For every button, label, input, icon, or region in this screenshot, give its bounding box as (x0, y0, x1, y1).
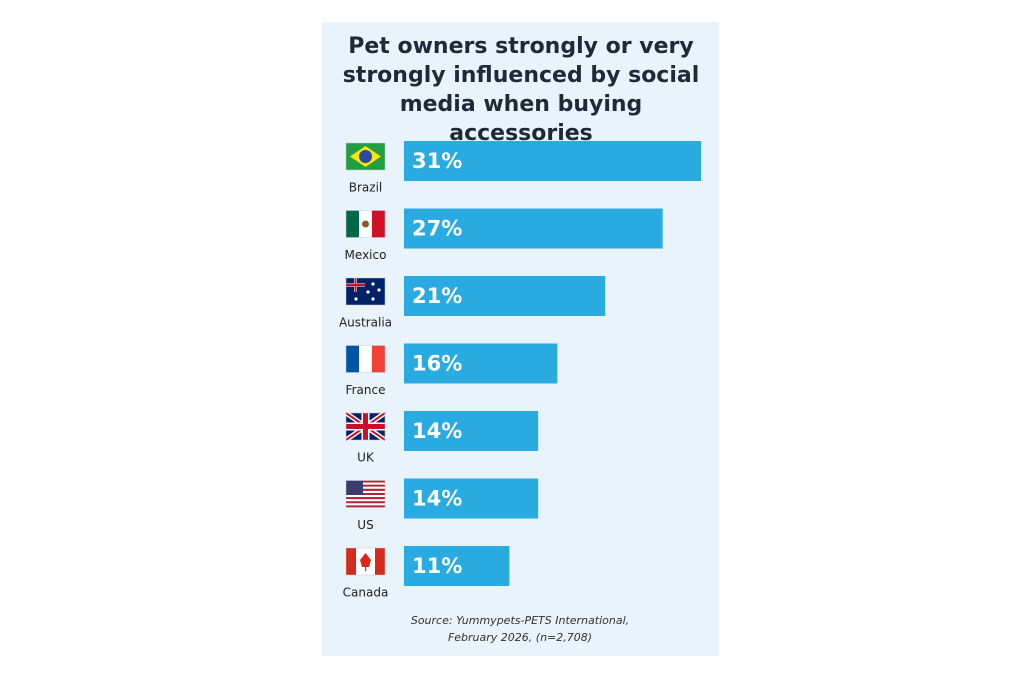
flag (346, 548, 385, 575)
flag (346, 278, 385, 305)
flag-part (346, 501, 385, 504)
flag (346, 210, 385, 238)
flag-part (346, 482, 385, 485)
flag-part (346, 486, 385, 489)
flag (346, 480, 385, 508)
bar (404, 208, 663, 249)
flag-part (372, 345, 385, 373)
flag-part (354, 278, 357, 292)
flag-part (346, 490, 385, 493)
flag-part (359, 345, 372, 373)
flag-part (354, 297, 358, 301)
value-label: 31% (412, 149, 462, 173)
flag-border (345, 547, 386, 576)
flag-part (346, 548, 356, 575)
category-label: Canada (343, 586, 389, 600)
value-label: 27% (412, 217, 462, 241)
flag-border (345, 412, 386, 441)
flag-part (346, 499, 385, 502)
value-label: 14% (412, 487, 462, 511)
flag-part (346, 345, 359, 373)
flag-part (346, 492, 385, 496)
category-label: Brazil (349, 181, 383, 195)
category-label: Mexico (345, 248, 387, 262)
flag-part (346, 495, 385, 498)
flag-part (346, 210, 359, 238)
flag (344, 410, 387, 443)
flag-part (346, 497, 385, 500)
flag-border (345, 277, 386, 306)
flag-part (375, 548, 385, 575)
category-label: France (346, 383, 386, 397)
flag-part (346, 480, 385, 483)
bar (404, 343, 558, 384)
flag-part (346, 488, 385, 491)
flag (346, 143, 385, 170)
flag-part (371, 297, 375, 301)
bar (404, 276, 606, 316)
flag-border (345, 210, 386, 238)
flag-part (372, 210, 385, 238)
flag-part (371, 282, 375, 286)
flag-part (346, 503, 385, 506)
flag-part (346, 505, 385, 508)
bar (404, 478, 539, 519)
flag-part (359, 150, 372, 163)
value-label: 21% (412, 284, 462, 308)
flag-border (345, 142, 386, 171)
flag-border (345, 480, 386, 508)
category-label: US (357, 518, 373, 532)
source-note: Source: Yummypets-PETS International, Fe… (410, 614, 630, 644)
bar (404, 411, 539, 451)
flag (346, 345, 385, 373)
category-label: Australia (339, 316, 392, 330)
flag-part (363, 413, 368, 440)
flag-part (346, 480, 363, 495)
value-label: 16% (412, 352, 462, 376)
flag-part (360, 553, 371, 567)
flag-part (366, 290, 370, 294)
flag-part (362, 220, 369, 228)
flag-part (346, 484, 385, 487)
value-label: 14% (412, 419, 462, 443)
category-label: UK (357, 451, 375, 465)
bar (404, 546, 510, 586)
flag-part (365, 566, 367, 571)
chart-panel (322, 22, 719, 656)
value-label: 11% (412, 554, 462, 578)
flag-border (345, 345, 386, 373)
bar (404, 141, 701, 181)
flag-part (377, 288, 381, 292)
